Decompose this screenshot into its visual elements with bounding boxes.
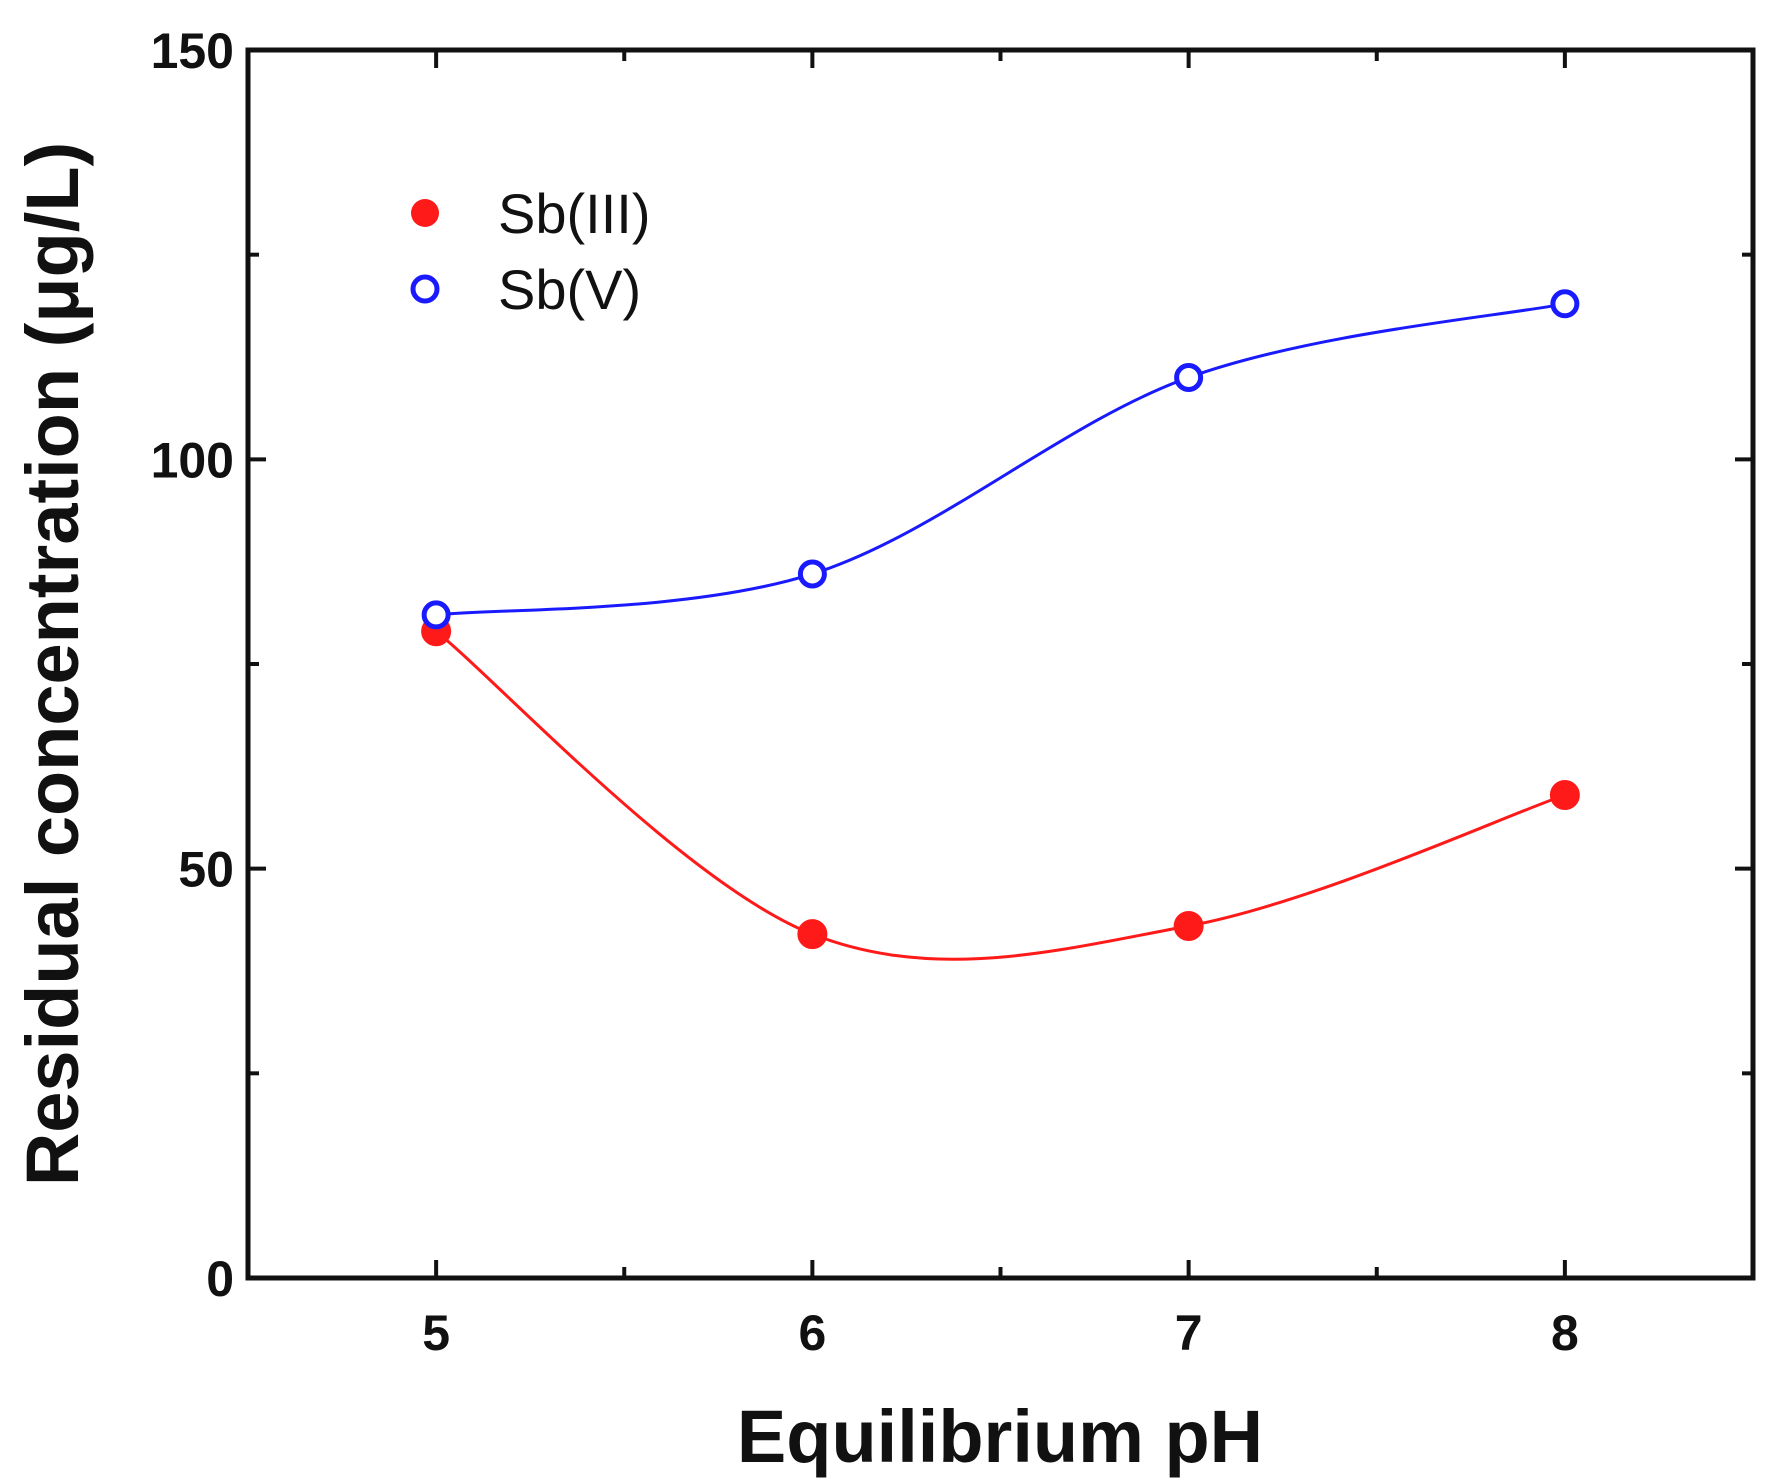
y-tick-label: 0 xyxy=(206,1251,234,1307)
data-point-open xyxy=(1550,289,1580,319)
data-point-filled xyxy=(797,919,828,950)
legend-marker-open xyxy=(410,274,440,304)
tick-labels: 5 6 7 8 0 50 100 150 xyxy=(151,23,1579,1361)
x-tick-label: 6 xyxy=(798,1305,826,1361)
y-tick-label: 150 xyxy=(151,23,234,79)
data-point-open xyxy=(421,600,451,630)
y-axis-title: Residual concentration (μg/L) xyxy=(11,142,94,1186)
legend: Sb(III) Sb(V) xyxy=(410,182,650,321)
x-tick-label: 8 xyxy=(1551,1305,1579,1361)
x-tick-label: 7 xyxy=(1175,1305,1203,1361)
legend-marker-filled xyxy=(411,199,439,227)
series-curve-1 xyxy=(435,630,1566,961)
data-point-filled xyxy=(1549,779,1580,810)
axis-ticks xyxy=(248,48,1753,1280)
y-tick-label: 50 xyxy=(178,842,234,898)
series-curve-2 xyxy=(435,302,1566,617)
legend-label: Sb(III) xyxy=(498,182,650,245)
data-point-open xyxy=(1174,362,1204,392)
x-tick-label: 5 xyxy=(422,1305,450,1361)
data-point-open xyxy=(797,559,827,589)
fit-curves xyxy=(435,302,1566,961)
y-tick-label: 100 xyxy=(151,432,234,488)
data-points xyxy=(421,289,1580,950)
data-point-filled xyxy=(1173,910,1204,941)
x-axis-title: Equilibrium pH xyxy=(737,1395,1263,1478)
legend-label: Sb(V) xyxy=(498,258,641,321)
